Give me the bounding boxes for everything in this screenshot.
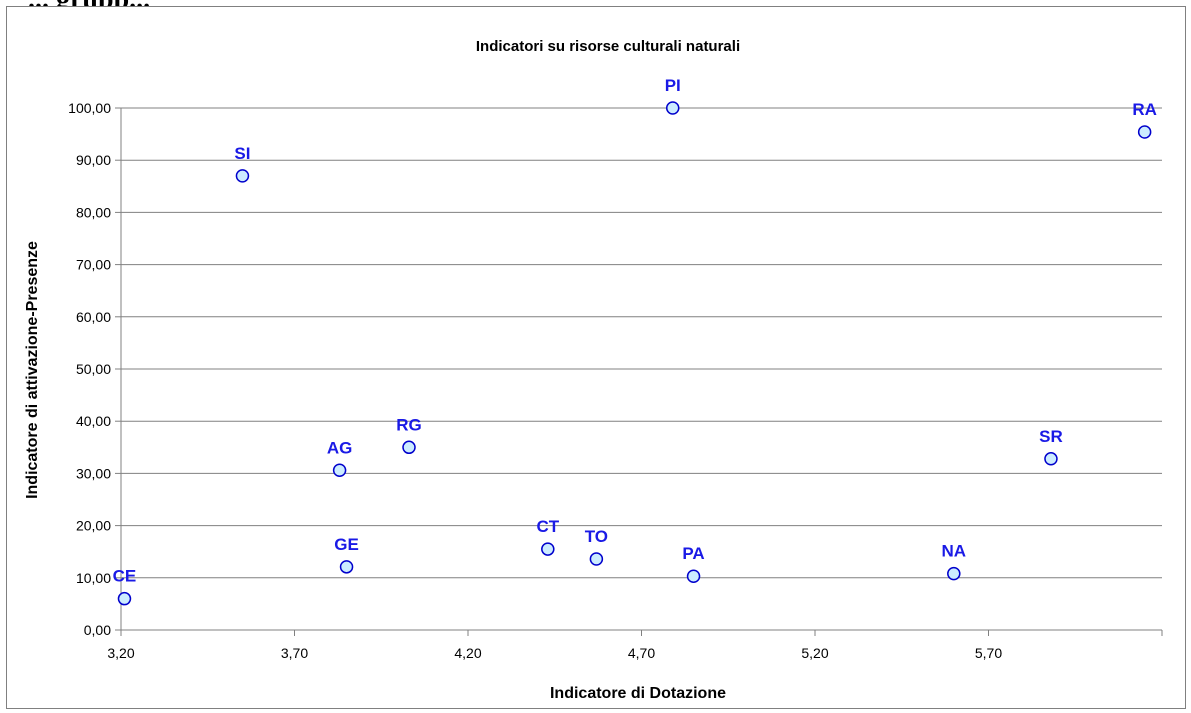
data-point-label: RG	[396, 415, 422, 434]
x-tick-label: 3,20	[107, 645, 134, 661]
y-tick-label: 20,00	[76, 518, 111, 534]
data-point-label: TO	[585, 527, 608, 546]
data-point-label: NA	[942, 542, 967, 561]
data-point-label: CE	[113, 567, 137, 586]
y-tick-label: 80,00	[76, 204, 111, 220]
y-tick-label: 60,00	[76, 309, 111, 325]
data-point	[332, 463, 347, 478]
y-tick-label: 0,00	[84, 622, 111, 638]
y-tick-label: 30,00	[76, 465, 111, 481]
y-axis-ticks: 0,00 10,00 20,00 30,00 40,00 50,00 60,00 70,00 8…	[68, 100, 121, 638]
data-point	[541, 542, 555, 556]
data-point	[339, 560, 354, 574]
data-point	[235, 169, 250, 183]
x-axis-ticks: 3,20 3,70 4,20 4,70 5,20 5,70	[107, 630, 1163, 661]
y-tick-label: 40,00	[76, 413, 111, 429]
y-tick-label: 90,00	[76, 152, 111, 168]
x-tick-label: 5,20	[801, 645, 828, 661]
y-tick-label: 70,00	[76, 257, 111, 273]
y-axis-label: Indicatore di attivazione-Presenze	[24, 241, 41, 499]
data-point-label: RA	[1132, 100, 1157, 119]
data-point-label: AG	[327, 438, 353, 457]
data-point	[1137, 125, 1152, 139]
data-points: CE SI AG GE RG CT TO PI PA NA SR RA	[113, 76, 1157, 606]
y-tick-label: 50,00	[76, 361, 111, 377]
x-tick-label: 3,70	[281, 645, 308, 661]
data-point-label: CT	[536, 517, 559, 536]
data-point	[686, 569, 701, 583]
data-point-label: SI	[234, 144, 250, 163]
data-point-label: SR	[1039, 427, 1063, 446]
data-point	[1044, 452, 1058, 466]
x-tick-label: 4,70	[628, 645, 655, 661]
data-point	[947, 566, 961, 581]
chart-title: Indicatori su risorse culturali naturali	[476, 38, 740, 55]
data-point-label: PA	[682, 544, 704, 563]
chart-frame	[6, 6, 1186, 709]
data-point	[665, 101, 680, 115]
data-point-label: PI	[665, 76, 681, 95]
gridlines	[121, 107, 1162, 579]
x-tick-label: 4,20	[454, 645, 481, 661]
data-point-label: GE	[334, 535, 359, 554]
y-tick-label: 100,00	[68, 100, 111, 116]
data-point	[117, 591, 132, 606]
x-axis-label: Indicatore di Dotazione	[550, 685, 726, 702]
data-point	[402, 440, 416, 455]
x-tick-label: 5,70	[975, 645, 1002, 661]
data-point	[589, 552, 604, 566]
y-tick-label: 10,00	[76, 570, 111, 586]
